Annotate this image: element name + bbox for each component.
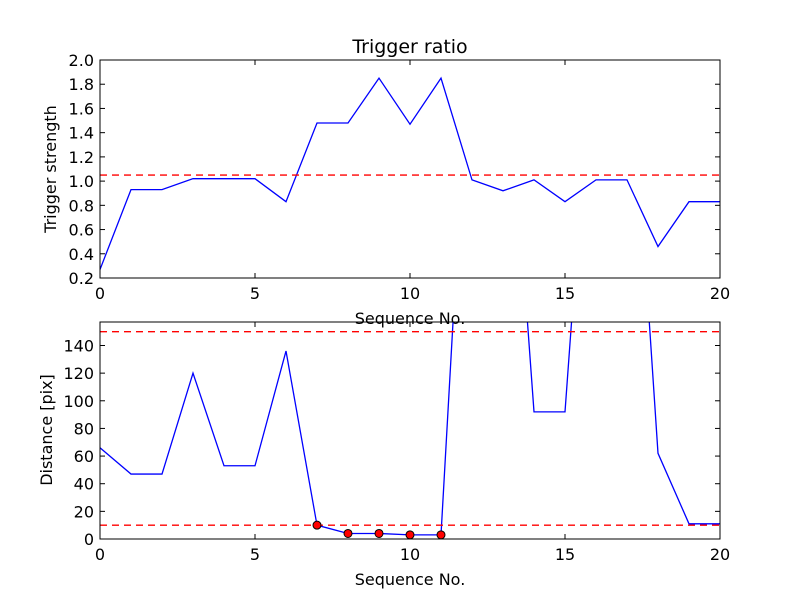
y-tick-label: 80 bbox=[74, 419, 94, 438]
y-tick-label: 40 bbox=[74, 475, 94, 494]
x-tick-label: 20 bbox=[710, 284, 730, 303]
x-tick-group: 0 5 10 15 20 bbox=[95, 60, 730, 303]
marker-group bbox=[312, 520, 446, 540]
y-tick-label: 0.8 bbox=[69, 196, 94, 215]
x-axis-label: Sequence No. bbox=[355, 309, 466, 328]
y-tick-group: 0 20 40 60 80 100 120 140 bbox=[63, 336, 720, 549]
y-axis-label: Trigger strength bbox=[41, 105, 60, 234]
data-point-marker bbox=[405, 530, 415, 540]
x-tick-label: 0 bbox=[95, 545, 105, 564]
y-tick-label: 0.4 bbox=[69, 245, 94, 264]
y-tick-label: 1.8 bbox=[69, 75, 94, 94]
x-tick-label: 20 bbox=[710, 545, 730, 564]
plot-frame bbox=[99, 59, 721, 279]
y-tick-label: 60 bbox=[74, 447, 94, 466]
y-tick-label: 1.0 bbox=[69, 172, 94, 191]
x-tick-label: 5 bbox=[250, 545, 260, 564]
y-axis-label: Distance [pix] bbox=[37, 374, 56, 486]
y-tick-label: 0 bbox=[84, 530, 94, 549]
series-line bbox=[100, 76, 720, 270]
chart-title: Trigger ratio bbox=[351, 36, 467, 58]
y-tick-label: 1.2 bbox=[69, 148, 94, 167]
series-line bbox=[100, 322, 720, 536]
y-tick-label: 1.6 bbox=[69, 99, 94, 118]
x-tick-label: 10 bbox=[400, 284, 420, 303]
x-tick-label: 10 bbox=[400, 545, 420, 564]
plot-area bbox=[100, 76, 720, 270]
data-point-marker bbox=[436, 530, 446, 540]
y-tick-label: 120 bbox=[63, 364, 94, 383]
x-tick-label: 5 bbox=[250, 284, 260, 303]
trigger-ratio-panel: Trigger ratio 0.2 0.4 0.6 0.8 1.0 1.2 1.4 1.6 1.… bbox=[41, 36, 730, 328]
distance-panel: 0 20 40 60 80 100 120 140 0 5 10 15 20 Sequence No.… bbox=[37, 321, 730, 589]
data-point-marker bbox=[312, 520, 322, 530]
x-tick-group: 0 5 10 15 20 bbox=[95, 322, 730, 564]
x-tick-label: 15 bbox=[555, 284, 575, 303]
plot-area bbox=[100, 322, 720, 536]
data-point-marker bbox=[343, 528, 353, 538]
data-point-marker bbox=[374, 528, 384, 538]
y-tick-label: 0.6 bbox=[69, 221, 94, 240]
y-tick-label: 0.2 bbox=[69, 269, 94, 288]
y-tick-label: 1.4 bbox=[69, 124, 94, 143]
x-axis-label: Sequence No. bbox=[355, 570, 466, 589]
x-tick-label: 15 bbox=[555, 545, 575, 564]
plot-frame bbox=[99, 321, 721, 540]
x-tick-label: 0 bbox=[95, 284, 105, 303]
y-tick-label: 20 bbox=[74, 502, 94, 521]
y-tick-label: 2.0 bbox=[69, 51, 94, 70]
y-tick-label: 140 bbox=[63, 336, 94, 355]
y-tick-label: 100 bbox=[63, 392, 94, 411]
y-tick-group: 0.2 0.4 0.6 0.8 1.0 1.2 1.4 1.6 1.8 2.0 bbox=[69, 51, 720, 288]
